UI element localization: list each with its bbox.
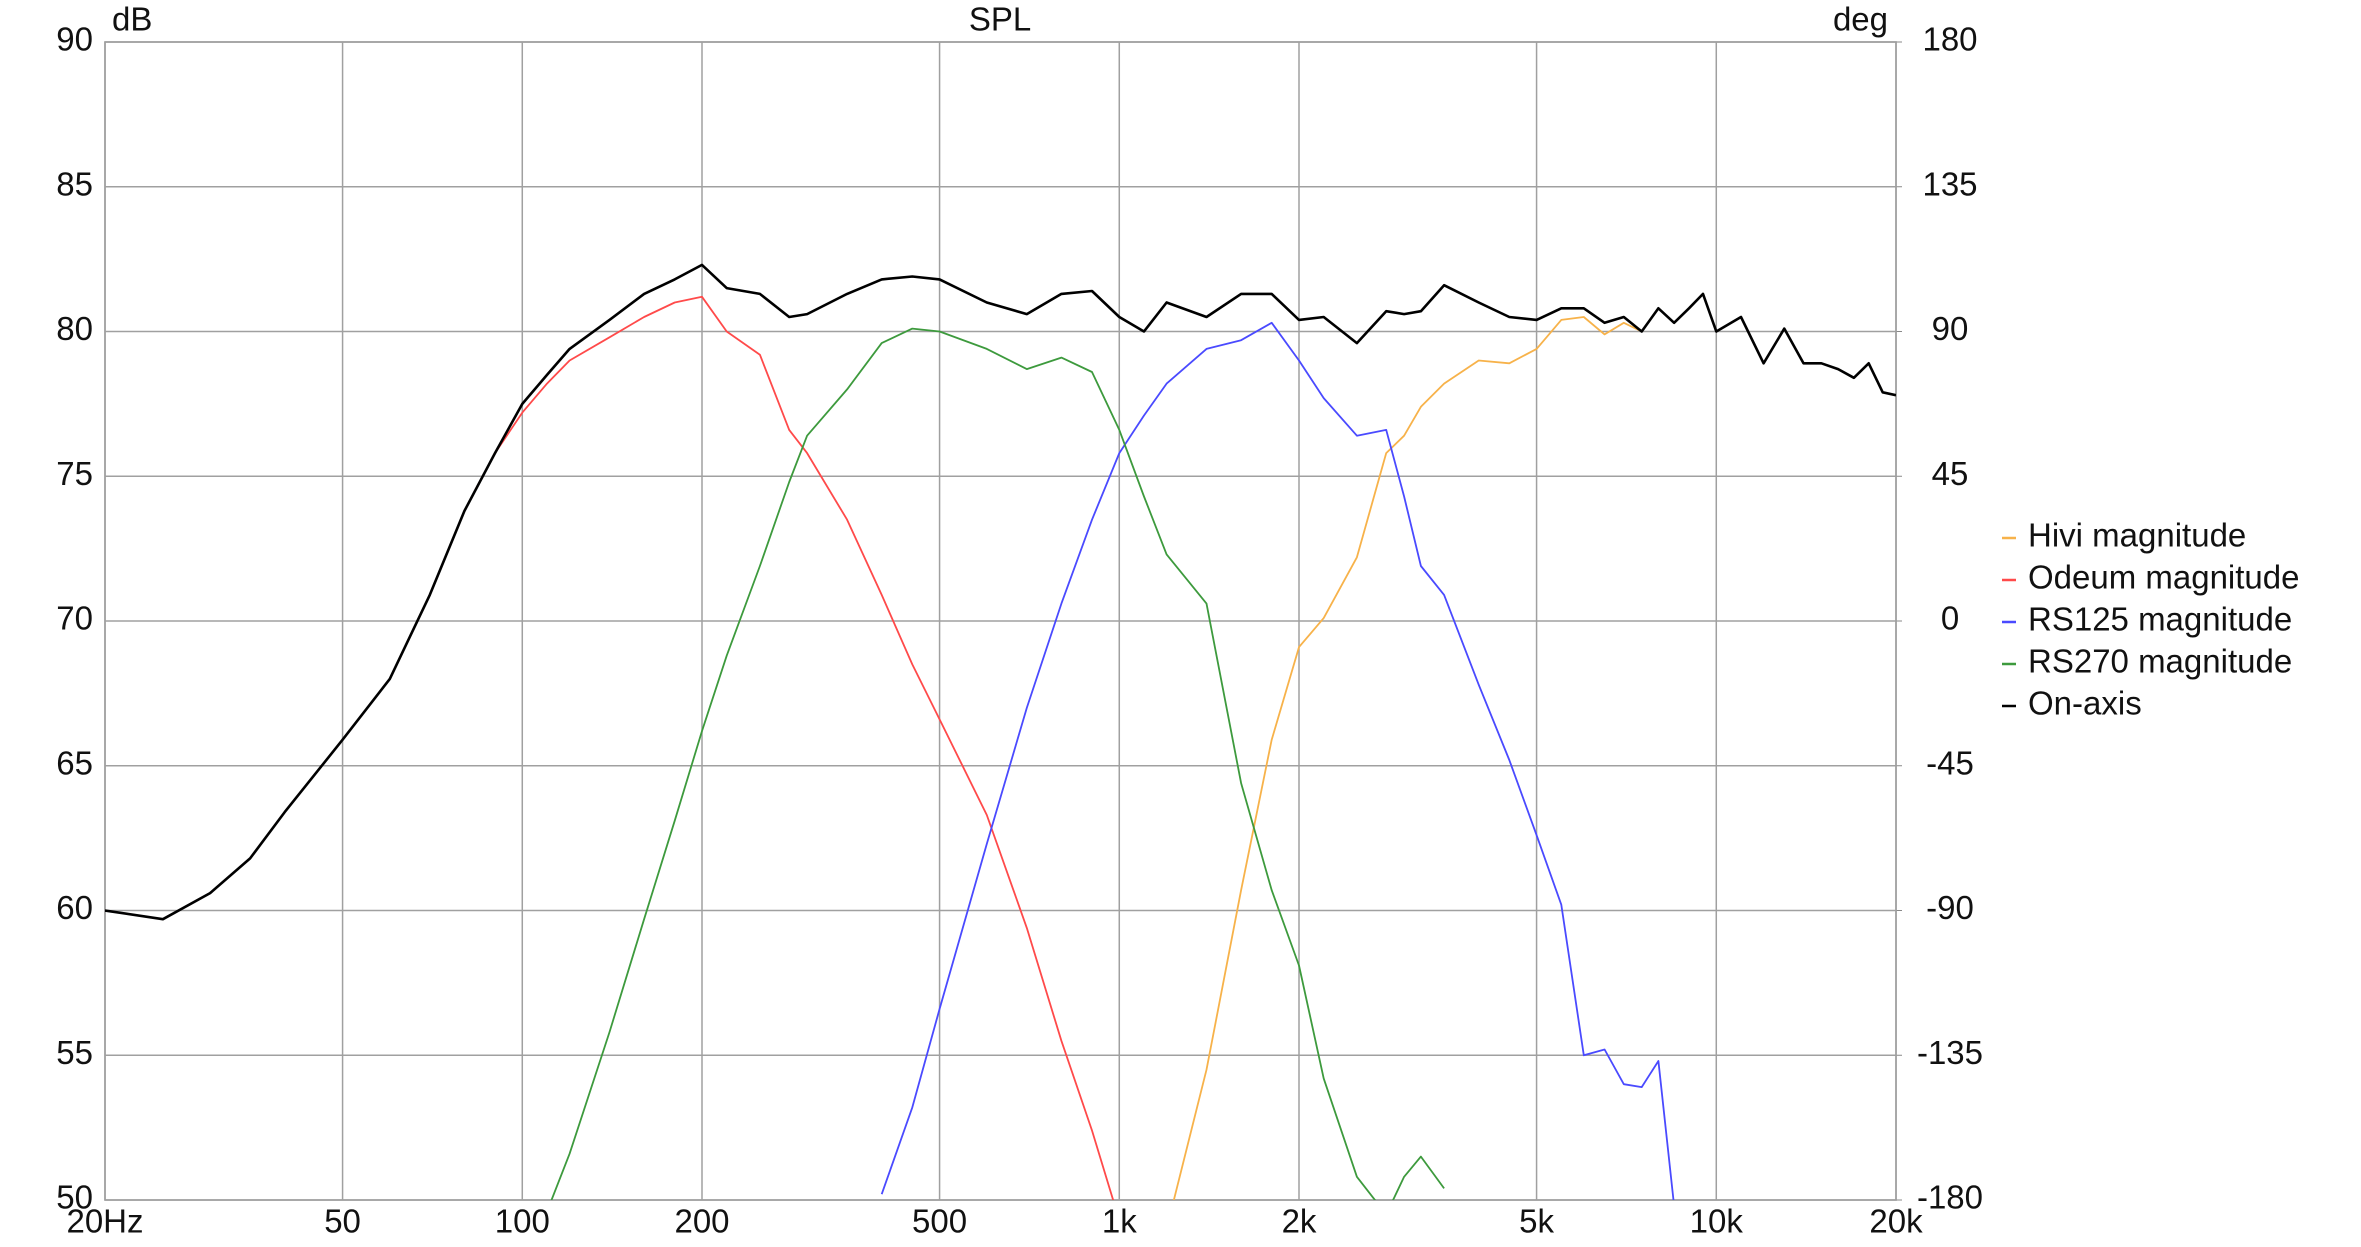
series-line (550, 327, 1445, 1200)
legend-label: On-axis (2028, 685, 2142, 722)
y2-tick-label: -45 (1926, 744, 1974, 781)
series-line (880, 321, 1675, 1200)
y-tick-label: 70 (56, 600, 93, 637)
y-tick-label: 90 (56, 21, 93, 58)
x-tick-label: 20k (1869, 1203, 1923, 1240)
y2-tick-label: -90 (1926, 889, 1974, 926)
x-tick-label: 500 (912, 1203, 967, 1240)
legend-label: RS270 magnitude (2028, 643, 2292, 680)
legend-label: Odeum magnitude (2028, 559, 2300, 596)
legend-label: Hivi magnitude (2028, 517, 2246, 554)
x-tick-label: 5k (1519, 1203, 1554, 1240)
y2-tick-label: 45 (1932, 455, 1969, 492)
legend-label: RS125 magnitude (2028, 601, 2292, 638)
x-tick-label: 20Hz (66, 1203, 143, 1240)
x-tick-label: 200 (674, 1203, 729, 1240)
y-tick-label: 55 (56, 1034, 93, 1071)
y-tick-label: 85 (56, 165, 93, 202)
x-tick-label: 1k (1102, 1203, 1137, 1240)
y2-tick-label: -180 (1917, 1179, 1983, 1216)
y-tick-label: 75 (56, 455, 93, 492)
x-tick-label: 100 (495, 1203, 550, 1240)
x-tick-label: 2k (1282, 1203, 1317, 1240)
y-tick-label: 60 (56, 889, 93, 926)
y2-tick-label: 90 (1932, 310, 1969, 347)
y-tick-label: 50 (56, 1179, 93, 1216)
x-tick-label: 10k (1690, 1203, 1744, 1240)
y2-tick-label: -135 (1917, 1034, 1983, 1071)
y2-axis-unit: deg (1833, 1, 1888, 38)
y-axis-unit: dB (112, 1, 152, 38)
y2-tick-label: 0 (1941, 600, 1959, 637)
y2-tick-label: 135 (1922, 165, 1977, 202)
y-tick-label: 65 (56, 744, 93, 781)
series-line (105, 263, 1896, 921)
chart-title: SPL (969, 1, 1031, 38)
y-tick-label: 80 (56, 310, 93, 347)
x-tick-label: 50 (324, 1203, 361, 1240)
plot-lines (105, 263, 1896, 1200)
y2-tick-label: 180 (1922, 21, 1977, 58)
